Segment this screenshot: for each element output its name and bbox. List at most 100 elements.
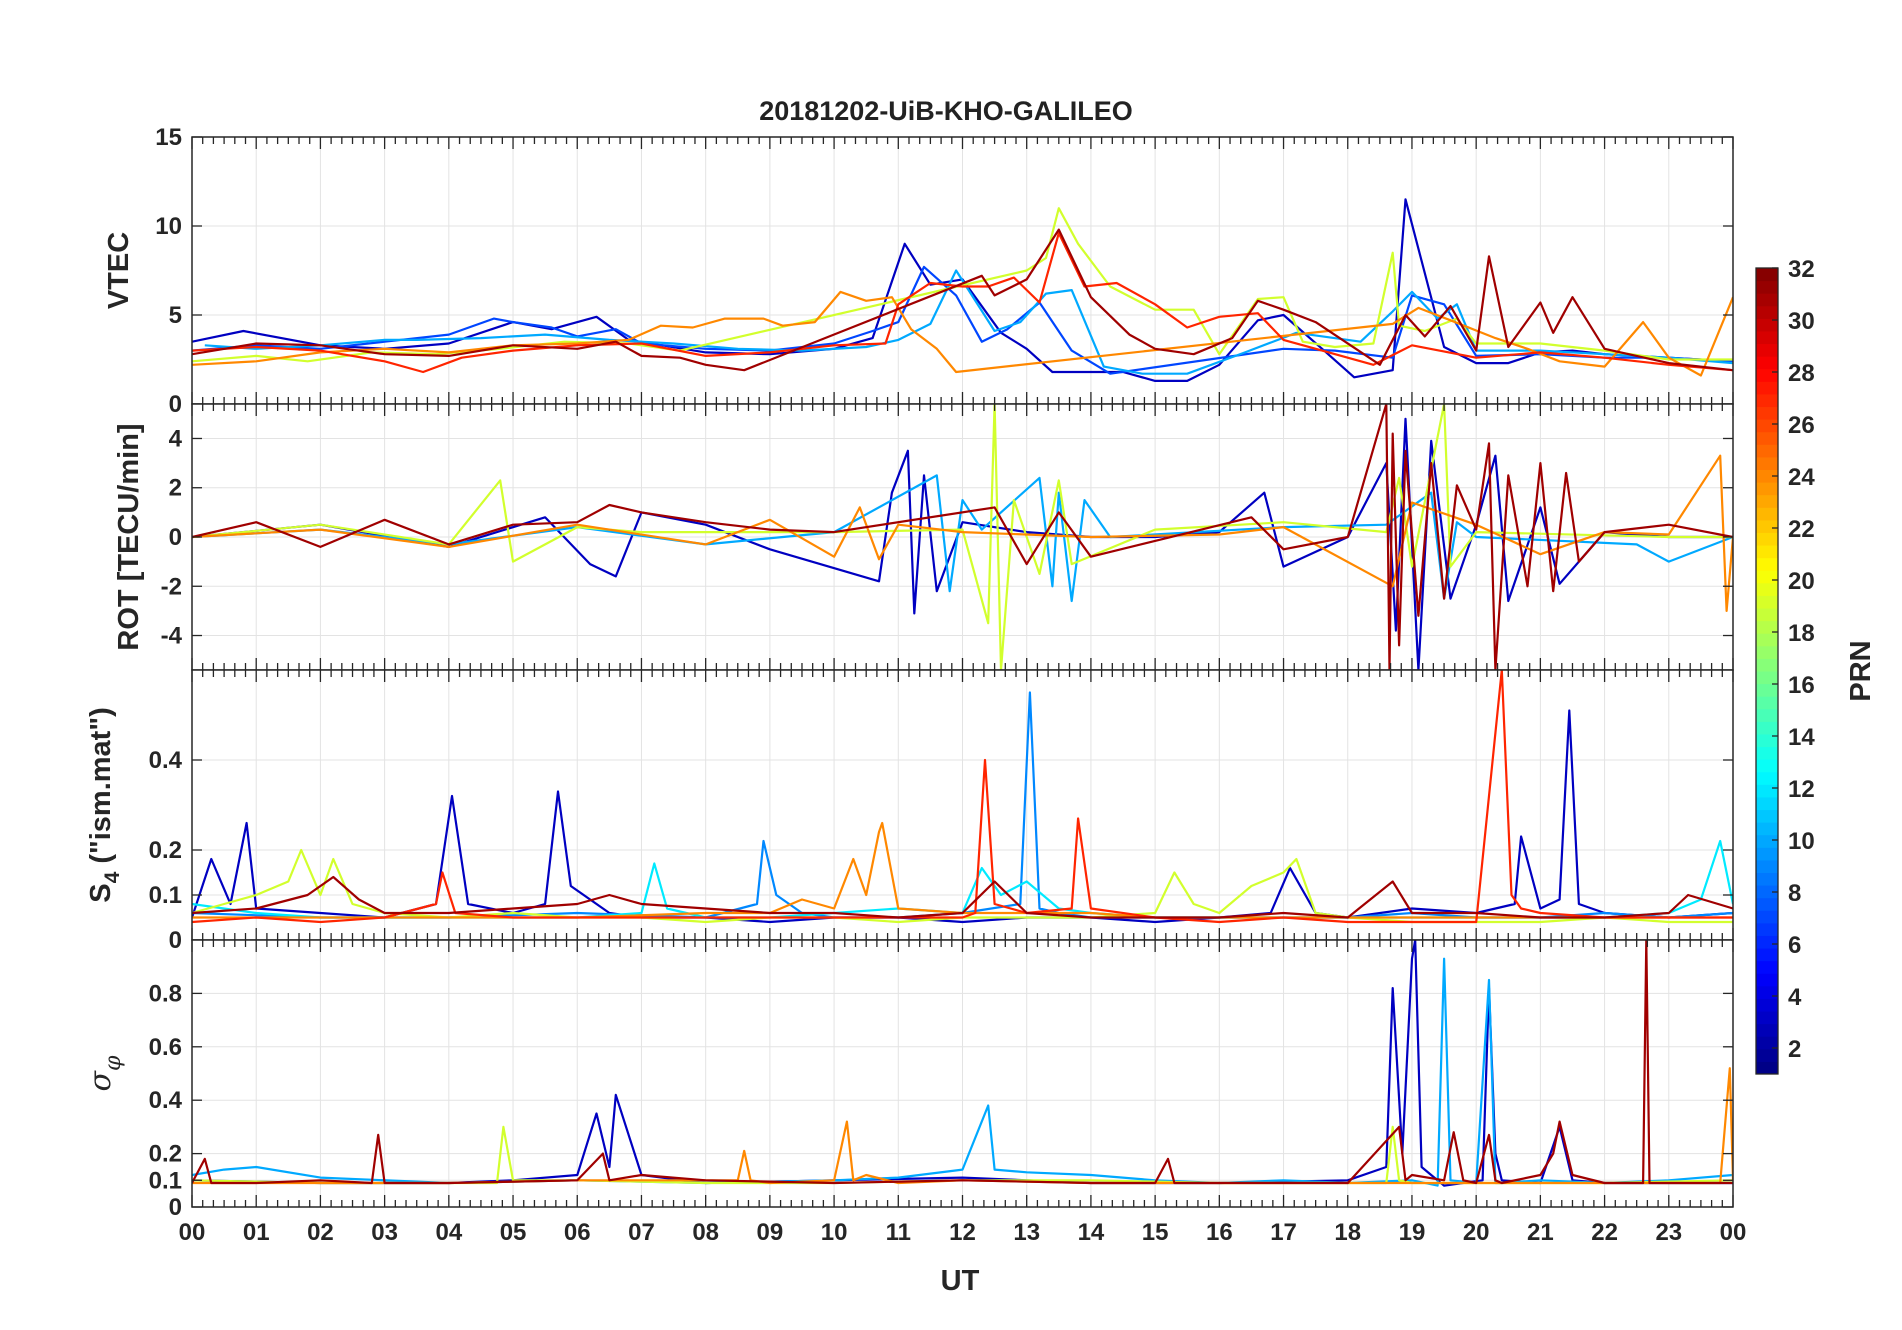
colorbar-segment [1756, 948, 1778, 962]
colorbar-segment [1756, 796, 1778, 811]
colorbar-segment [1756, 910, 1778, 924]
colorbar-segment [1756, 872, 1778, 886]
colorbar-segment [1756, 419, 1778, 433]
colorbar-segment [1756, 696, 1778, 710]
y-tick-label: 0.8 [149, 980, 182, 1007]
colorbar-segment [1756, 671, 1778, 685]
colorbar-segment [1756, 771, 1778, 785]
colorbar-tick-label: 22 [1788, 516, 1815, 543]
colorbar-segment [1756, 444, 1778, 458]
y-tick-label: 0 [169, 391, 182, 418]
colorbar-segment [1756, 368, 1778, 382]
colorbar-segment [1756, 620, 1778, 634]
x-tick-label: 01 [243, 1219, 270, 1246]
colorbar-segment [1756, 834, 1778, 848]
colorbar-segment [1756, 859, 1778, 873]
y-tick-label: 2 [169, 475, 182, 502]
colorbar-segment [1756, 557, 1778, 571]
colorbar-segment [1756, 885, 1778, 899]
y-axis-label-part: ("ism.mat") [85, 707, 117, 871]
colorbar-segment [1756, 482, 1778, 496]
y-tick-label: 0 [169, 1194, 182, 1221]
colorbar-frame [1755, 267, 1779, 1075]
x-tick-label: 21 [1527, 1219, 1554, 1246]
x-tick-label: 07 [628, 1219, 655, 1246]
y-tick-label: 0.2 [149, 1141, 182, 1168]
x-tick-label: 04 [435, 1219, 462, 1246]
series-group-rot [192, 404, 1733, 670]
x-axis-label: UT [941, 1265, 980, 1297]
x-tick-label: 02 [307, 1219, 334, 1246]
series-line-prn-31 [192, 940, 1733, 1185]
colorbar-segment [1756, 532, 1778, 546]
y-tick-label: 0.4 [149, 747, 183, 774]
y-axis-label-s4: S4 ("ism.mat") [85, 707, 124, 903]
series-line-prn-31 [192, 404, 1733, 670]
colorbar-segment [1756, 519, 1778, 533]
y-tick-label: 0 [169, 524, 182, 551]
y-tick-label: 0 [169, 927, 182, 954]
colorbar-tick-label: 8 [1788, 880, 1801, 907]
colorbar-segment [1756, 645, 1778, 659]
colorbar-segment [1756, 1048, 1778, 1062]
colorbar-tick-label: 32 [1788, 256, 1815, 283]
series-group-sigma_phi [192, 940, 1733, 1187]
x-tick-label: 17 [1270, 1219, 1297, 1246]
colorbar-segment [1756, 293, 1778, 307]
colorbar-tick-label: 2 [1788, 1036, 1801, 1063]
colorbar-segment [1756, 784, 1778, 798]
x-tick-label: 09 [757, 1219, 784, 1246]
colorbar-segment [1756, 935, 1778, 949]
colorbar-segment [1756, 356, 1778, 370]
x-tick-label: 11 [886, 1219, 911, 1246]
y-tick-label: 10 [155, 213, 182, 240]
y-tick-label: 0.2 [149, 837, 182, 864]
colorbar-label: PRN [1845, 640, 1877, 701]
y-tick-label: 0.1 [149, 1167, 182, 1194]
x-tick-label: 10 [821, 1219, 848, 1246]
colorbar-segment [1756, 595, 1778, 609]
series-group-s4 [192, 670, 1733, 924]
y-tick-label: 0.4 [149, 1087, 183, 1114]
colorbar-tick-label: 12 [1788, 776, 1815, 803]
panel-sigma_phi: 00.10.2 0.4 0.6 0.8 σφ [83, 939, 1734, 1221]
colorbar-segment [1756, 1023, 1778, 1037]
x-tick-label: 23 [1655, 1219, 1682, 1246]
x-tick-label: 18 [1334, 1219, 1361, 1246]
colorbar-segment [1756, 998, 1778, 1012]
colorbar-tick-label: 14 [1788, 724, 1815, 751]
colorbar-segment [1756, 973, 1778, 987]
colorbar-tick-label: 24 [1788, 464, 1815, 491]
series-line-prn-24 [192, 821, 1733, 919]
colorbar-segment [1756, 431, 1778, 445]
series-line-prn-31 [192, 228, 1733, 372]
colorbar-segment [1756, 494, 1778, 508]
series-line-prn-3 [192, 198, 1733, 382]
x-tick-label: 12 [949, 1219, 976, 1246]
x-tick-label: 22 [1591, 1219, 1618, 1246]
colorbar-segment [1756, 268, 1778, 282]
colorbar-segment [1756, 633, 1778, 647]
colorbar-segment [1756, 897, 1778, 911]
y-axis-label-part: S [85, 883, 117, 902]
y-axis-label-part: 4 [101, 871, 124, 883]
y-tick-label: -4 [161, 623, 183, 650]
x-tick-label: 06 [564, 1219, 591, 1246]
series-line-prn-24 [192, 454, 1733, 612]
colorbar-segment [1756, 330, 1778, 345]
colorbar-segment [1756, 343, 1778, 357]
colorbar-segment [1756, 733, 1778, 748]
colorbar-segment [1756, 456, 1778, 470]
colorbar-segment [1756, 393, 1778, 408]
y-axis-label-rot: ROT [TECU/min] [113, 423, 145, 650]
colorbar-segment [1756, 822, 1778, 836]
colorbar-tick-label: 10 [1788, 828, 1815, 855]
y-axis-label-vtec: VTEC [103, 232, 135, 309]
colorbar-segment [1756, 1061, 1778, 1075]
series-line-prn-24 [192, 1067, 1733, 1185]
colorbar-tick-label: 28 [1788, 360, 1815, 387]
y-tick-label: 0.6 [149, 1034, 182, 1061]
colorbar-tick-label: 6 [1788, 932, 1801, 959]
colorbar-segment [1756, 570, 1778, 584]
